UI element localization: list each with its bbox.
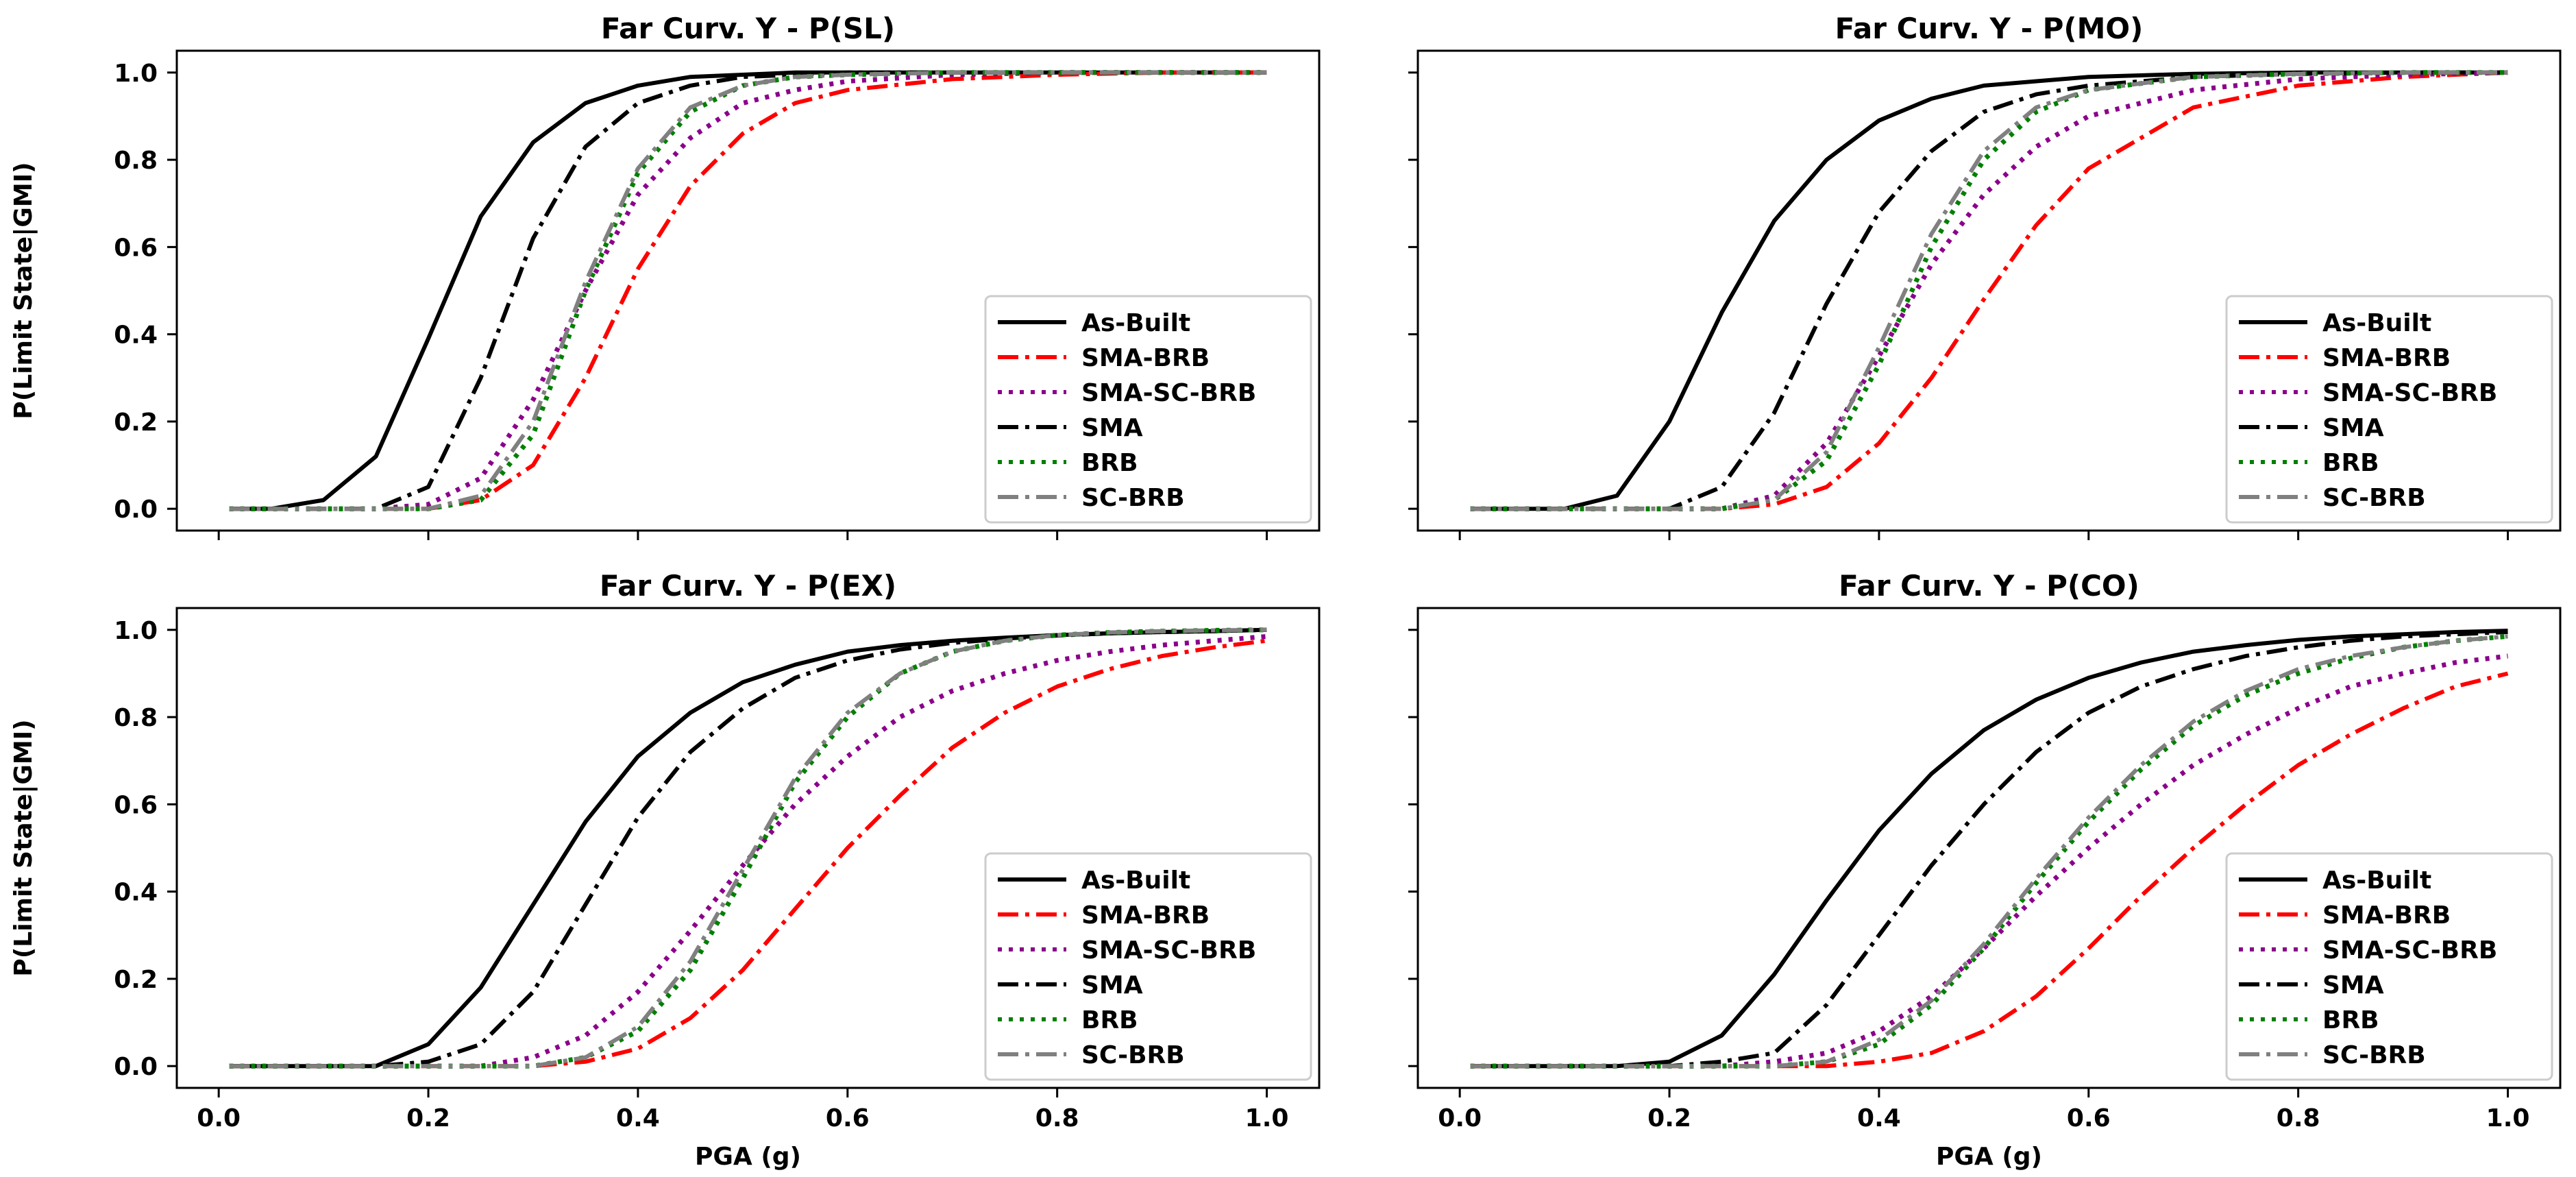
x-tick-label: 0.4	[1857, 1104, 1901, 1132]
y-tick-label: 0.4	[114, 879, 158, 907]
legend-label: SMA-SC-BRB	[1081, 379, 1256, 407]
x-tick-label: 0.4	[616, 1104, 660, 1132]
y-tick-label: 0.0	[114, 1053, 158, 1081]
legend-label: SMA	[1081, 971, 1143, 999]
panel-title: Far Curv. Y - P(SL)	[601, 12, 895, 45]
x-tick-label: 0.8	[2277, 1104, 2320, 1132]
x-tick-label: 1.0	[2486, 1104, 2530, 1132]
plot-frame	[175, 49, 1321, 532]
x-tick-label: 0.0	[1438, 1104, 1482, 1132]
legend-box	[2225, 852, 2553, 1081]
legend-label: SMA-BRB	[1081, 344, 1210, 372]
y-tick-label: 0.8	[114, 147, 158, 175]
series-line-sc-brb	[1470, 70, 2508, 511]
series-line-brb	[229, 70, 1267, 511]
legend-label: BRB	[1081, 1006, 1138, 1034]
x-tick-label: 0.6	[826, 1104, 870, 1132]
y-tick-label: 0.8	[114, 704, 158, 732]
legend-label: As-Built	[1081, 309, 1190, 337]
legend-label: As-Built	[2322, 309, 2431, 337]
legend-label: SMA-BRB	[1081, 901, 1210, 930]
legend: As-Built SMA-BRB SMA-SC-BRB SMA BRB SC-BRB	[2225, 295, 2553, 524]
legend-box	[984, 852, 1312, 1081]
y-tick-label: 0.2	[114, 966, 158, 994]
x-tick-label: 0.6	[2067, 1104, 2111, 1132]
x-tick-label: 0.2	[406, 1104, 450, 1132]
x-tick-label: 1.0	[1245, 1104, 1289, 1132]
legend: As-Built SMA-BRB SMA-SC-BRB SMA BRB SC-BRB	[984, 295, 1312, 524]
y-tick-label: 0.4	[114, 321, 158, 350]
series-line-as-built	[1470, 70, 2508, 511]
legend-label: SMA-SC-BRB	[2322, 379, 2497, 407]
curves	[229, 70, 1267, 511]
legend-label: SMA-BRB	[2322, 344, 2451, 372]
legend: As-Built SMA-BRB SMA-SC-BRB SMA BRB SC-BRB	[984, 852, 1312, 1081]
x-axis-label: PGA (g)	[695, 1143, 801, 1171]
y-tick-label: 1.0	[114, 617, 158, 645]
legend-label: SMA	[2322, 414, 2384, 442]
legend-box	[2225, 295, 2553, 524]
legend-label: SC-BRB	[1081, 1041, 1185, 1069]
x-tick-label: 0.8	[1035, 1104, 1079, 1132]
y-tick-label: 0.6	[114, 234, 158, 262]
panel-4: Far Curv. Y - P(CO) 0.0 0.2 0.4 0.6 0.8 1.0 PGA…	[1408, 569, 2562, 1171]
legend-label: As-Built	[2322, 866, 2431, 895]
plot-frame	[175, 607, 1321, 1089]
curves	[1470, 629, 2509, 1069]
legend: As-Built SMA-BRB SMA-SC-BRB SMA BRB SC-BRB	[2225, 852, 2553, 1081]
legend-label: SMA-BRB	[2322, 901, 2451, 930]
panel-title: Far Curv. Y - P(MO)	[1835, 12, 2144, 45]
panel-1: Far Curv. Y - P(SL) 0.0 0.2 0.4 0.6 0.8 1.0 P(L…	[10, 12, 1321, 540]
panel-3: Far Curv. Y - P(EX) 0.0 0.2 0.4 0.6 0.8 1.0 0.0…	[10, 569, 1321, 1171]
legend-label: BRB	[2322, 449, 2379, 477]
series-line-sc-brb	[1470, 634, 2508, 1069]
legend-label: SMA-SC-BRB	[2322, 936, 2497, 964]
legend-label: SMA-SC-BRB	[1081, 936, 1256, 964]
x-axis-label: PGA (g)	[1936, 1143, 2042, 1171]
panel-title: Far Curv. Y - P(EX)	[600, 569, 896, 603]
plot-frame	[1416, 607, 2562, 1089]
plot-frame	[1416, 49, 2562, 532]
legend-label: BRB	[2322, 1006, 2379, 1034]
curves	[1470, 70, 2508, 511]
y-tick-label: 0.6	[114, 791, 158, 819]
panel-title: Far Curv. Y - P(CO)	[1839, 569, 2139, 603]
y-axis-label: P(Limit State|GMI)	[10, 162, 38, 419]
y-axis-label: P(Limit State|GMI)	[10, 719, 38, 976]
y-tick-label: 0.2	[114, 409, 158, 437]
curves	[229, 627, 1267, 1069]
legend-box	[984, 295, 1312, 524]
y-tick-label: 1.0	[114, 60, 158, 88]
series-line-sc-brb	[229, 627, 1267, 1069]
legend-label: SC-BRB	[2322, 1041, 2426, 1069]
x-tick-label: 0.0	[197, 1104, 241, 1132]
x-tick-label: 0.2	[1647, 1104, 1691, 1132]
legend-label: SMA	[2322, 971, 2384, 999]
series-line-sma-sc-brb	[229, 633, 1267, 1069]
series-line-sc-brb	[229, 70, 1267, 511]
y-tick-label: 0.0	[114, 496, 158, 524]
legend-label: SMA	[1081, 414, 1143, 442]
legend-label: BRB	[1081, 449, 1138, 477]
series-line-sma-sc-brb	[229, 70, 1267, 511]
legend-label: SC-BRB	[2322, 484, 2426, 512]
legend-label: SC-BRB	[1081, 484, 1185, 512]
panel-2: Far Curv. Y - P(MO) As-Built SMA-BRB SMA-SC…	[1408, 12, 2562, 540]
legend-label: As-Built	[1081, 866, 1190, 895]
